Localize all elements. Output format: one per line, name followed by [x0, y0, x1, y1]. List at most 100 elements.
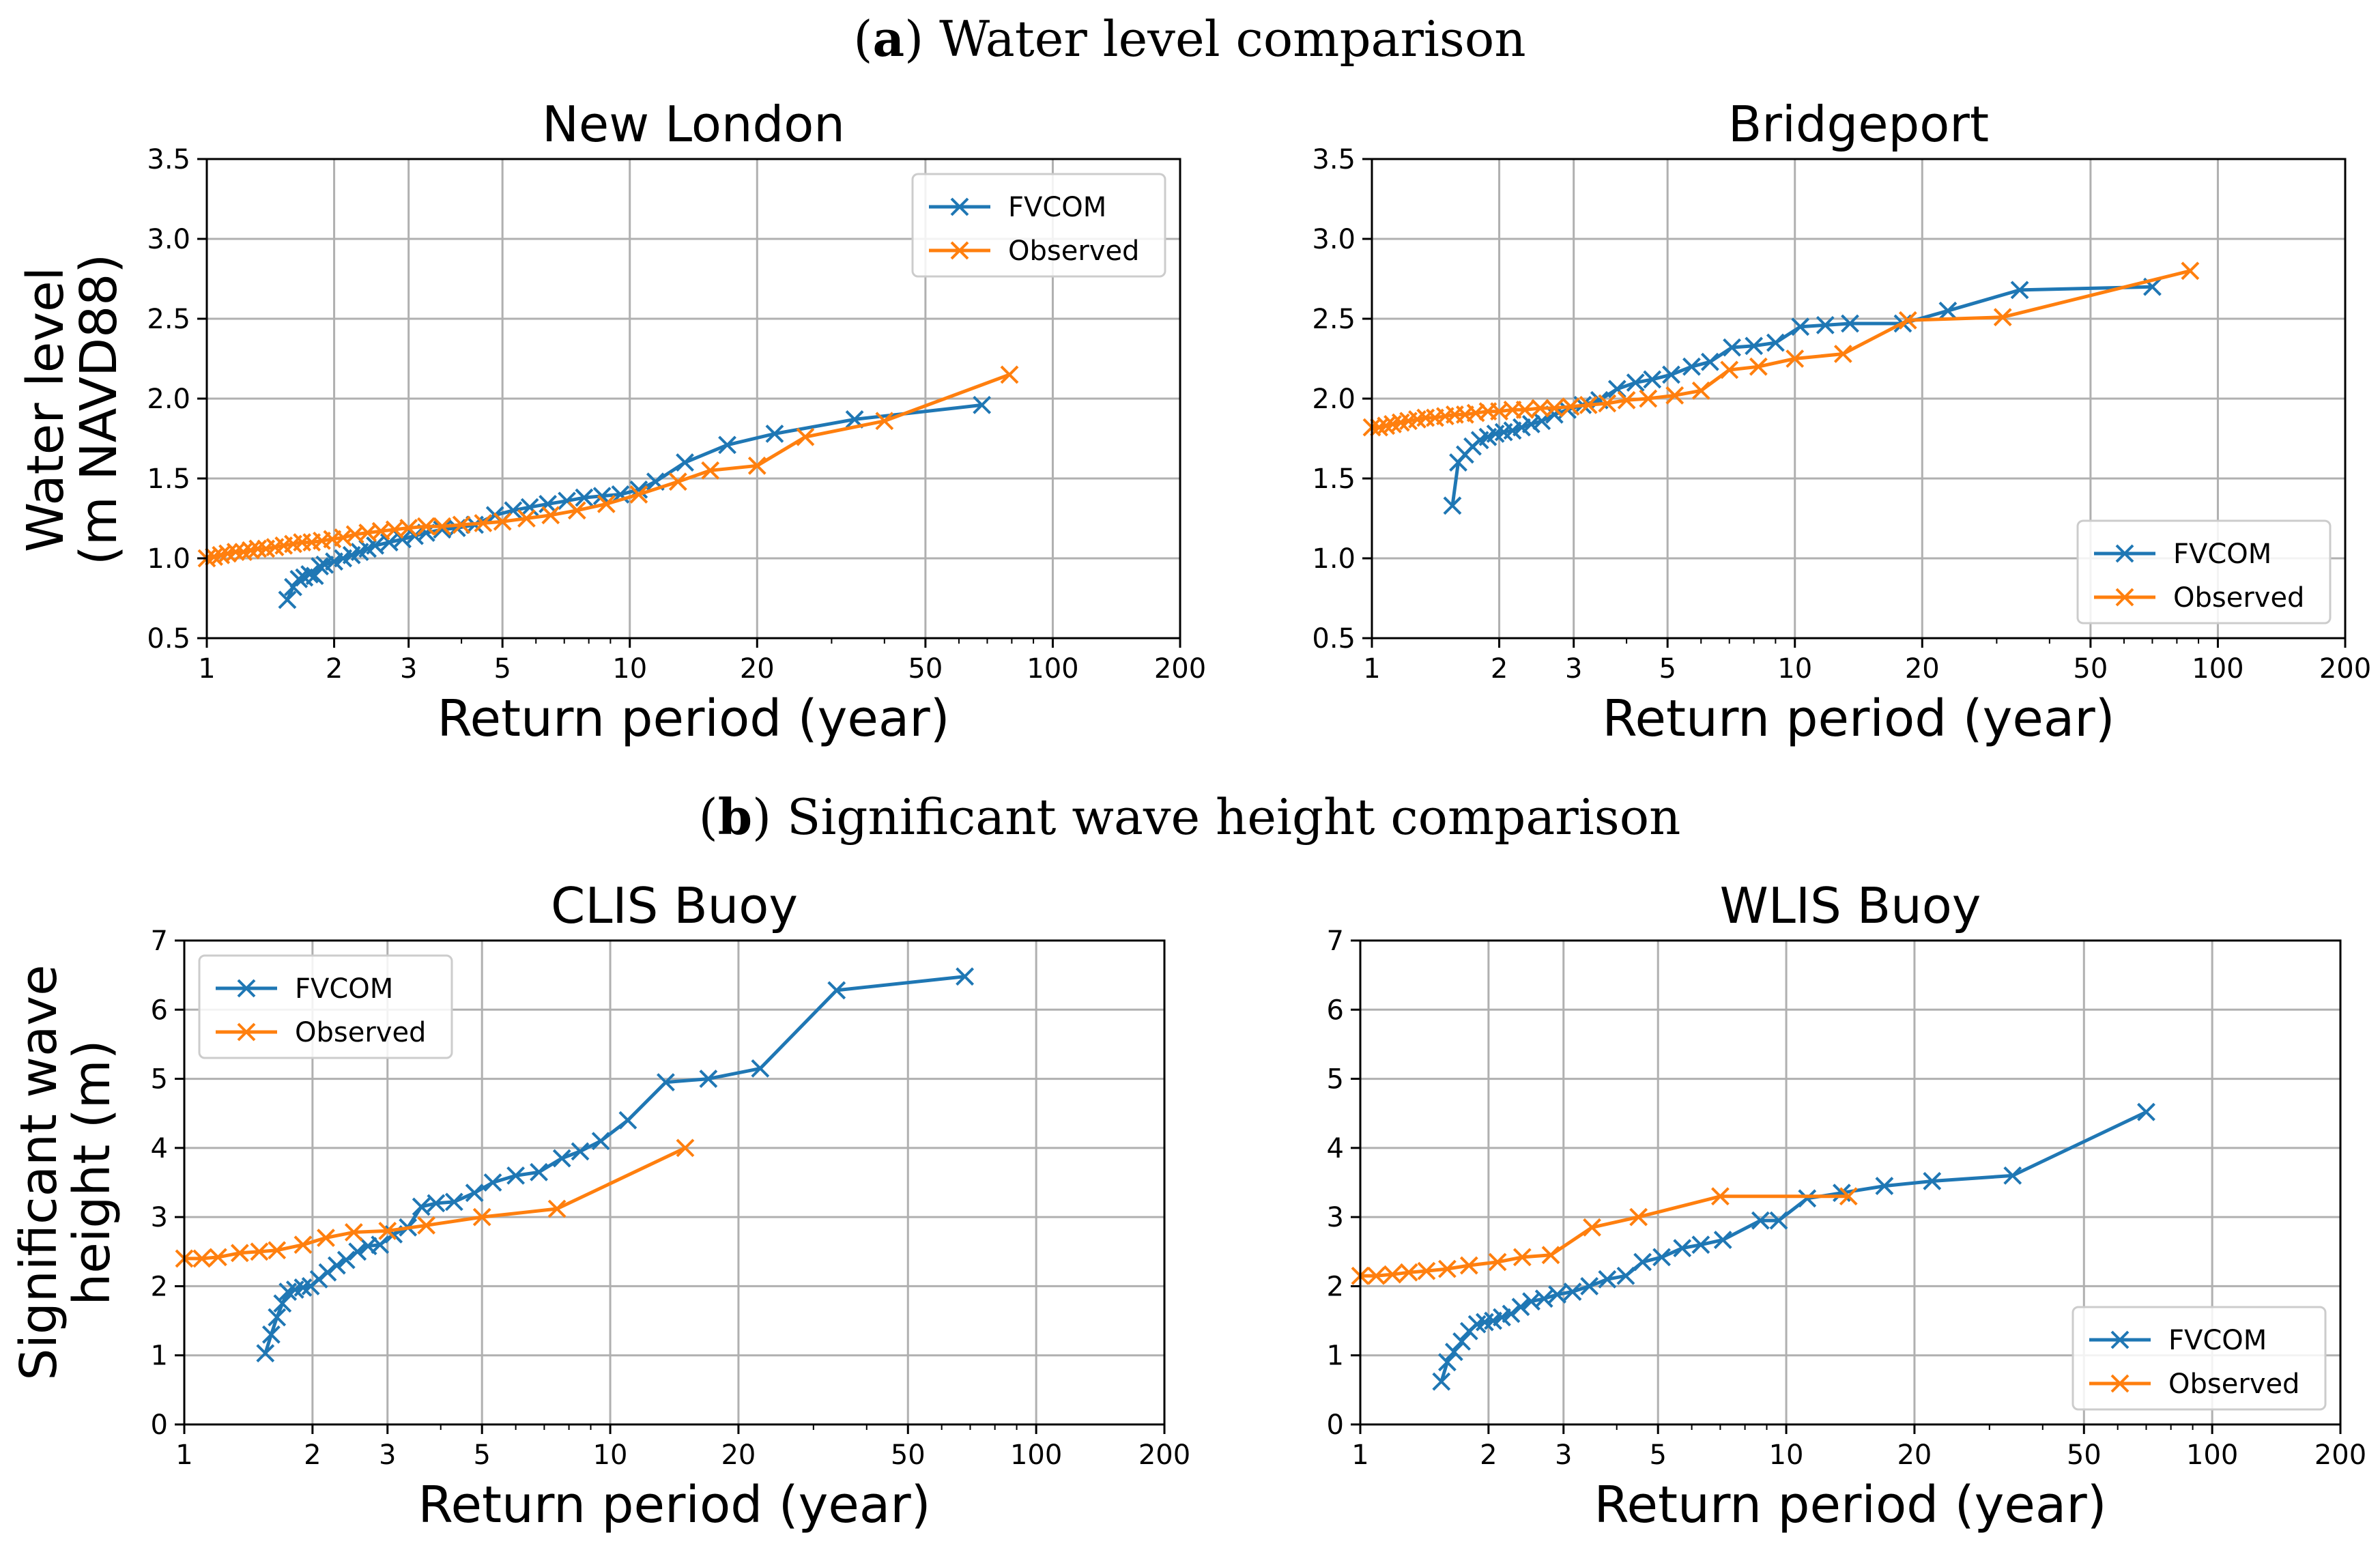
data-point-fvcom [1875, 1177, 1894, 1195]
y-tick-label: 2 [1327, 1271, 1344, 1302]
section-letter-b: b [718, 788, 752, 846]
data-point-observed [268, 1241, 287, 1260]
x-tick-label: 1 [198, 653, 215, 685]
data-point-observed [517, 509, 536, 528]
x-axis-label: Return period (year) [1594, 1476, 2106, 1534]
data-point-observed [1383, 1265, 1402, 1284]
legend-marker-observed [2115, 588, 2134, 607]
y-tick-label: 3.5 [147, 144, 190, 175]
x-tick-label: 2 [326, 653, 343, 685]
data-point-fvcom [311, 557, 329, 576]
x-tick-label: 2 [1491, 653, 1508, 685]
x-tick-label: 3 [379, 1439, 396, 1471]
data-point-fvcom [2137, 1102, 2155, 1121]
x-tick-label: 200 [1154, 653, 1206, 685]
legend: FVCOM Observed [2071, 1306, 2327, 1411]
legend-label-observed: Observed [2173, 582, 2304, 614]
x-tick-label: 1 [175, 1439, 192, 1471]
x-tick-label: 50 [891, 1439, 926, 1471]
chart-new-london: 1 2 3 5 10 20 50 100 200 0.5 1.0 1.5 2.0 2.5 3.0 3.5 New… [147, 96, 1206, 748]
legend-marker-fvcom [2115, 544, 2134, 563]
data-point-fvcom [506, 1166, 526, 1185]
data-point-observed [1399, 1263, 1418, 1282]
data-point-observed [1839, 1187, 1858, 1206]
data-point-observed [317, 1229, 335, 1247]
data-point-fvcom [427, 1194, 446, 1213]
y-tick-label: 1.5 [1312, 463, 1356, 495]
y-tick-label: 2.5 [1312, 304, 1356, 335]
data-point-observed [1561, 397, 1580, 416]
x-axis-label: Return period (year) [1602, 689, 2114, 748]
data-point-observed [230, 1244, 249, 1263]
data-point-fvcom [1766, 333, 1785, 352]
data-point-fvcom [1443, 496, 1462, 515]
data-point-observed [1545, 399, 1564, 418]
x-tick-label: 20 [1905, 653, 1940, 685]
x-tick-label: 50 [2067, 1439, 2102, 1471]
data-point-fvcom [1938, 301, 1958, 320]
data-point-observed [433, 517, 452, 536]
data-point-observed [493, 512, 512, 531]
y-tick-label: 3.5 [1312, 144, 1356, 175]
x-tick-label: 10 [612, 653, 647, 685]
data-point-fvcom [1633, 1252, 1652, 1272]
y-tick-label: 0.5 [147, 623, 190, 655]
y-tick-label: 3 [151, 1202, 168, 1233]
data-point-observed [399, 519, 418, 537]
data-point-fvcom [718, 435, 736, 455]
x-tick-label: 5 [493, 653, 511, 685]
data-point-fvcom [1723, 338, 1741, 357]
data-point-fvcom [1816, 315, 1835, 334]
y-tick-label: 7 [151, 926, 168, 957]
x-tick-label: 2 [304, 1439, 321, 1471]
data-point-observed [567, 501, 586, 520]
legend-marker-observed [237, 1022, 256, 1042]
data-point-observed [416, 517, 435, 536]
x-tick-label: 20 [1897, 1439, 1932, 1471]
data-point-fvcom [539, 495, 558, 513]
data-point-observed [1786, 349, 1805, 368]
data-point-observed [1598, 394, 1617, 413]
legend-marker-fvcom [237, 979, 256, 998]
ylabel-water-level-line1: Water level [16, 267, 75, 552]
x-tick-label: 50 [2073, 653, 2108, 685]
legend: FVCOM Observed [198, 954, 453, 1059]
data-point-fvcom [371, 1235, 390, 1255]
y-tick-label: 0 [151, 1409, 168, 1441]
y-tick-label: 3 [1327, 1202, 1344, 1233]
chart-title: CLIS Buoy [551, 877, 798, 934]
section-text-a: Water level comparison [923, 10, 1525, 68]
data-point-fvcom [348, 1242, 367, 1261]
data-point-fvcom [1502, 1304, 1521, 1323]
series-line-fvcom [285, 403, 982, 601]
data-point-fvcom [1452, 1332, 1471, 1351]
data-point-observed [1531, 399, 1550, 418]
ylabel-wave-height-line2: height (m) [63, 1040, 121, 1305]
data-point-observed [293, 1235, 313, 1255]
y-tick-label: 1.0 [147, 543, 190, 575]
data-point-observed [676, 1138, 695, 1158]
x-tick-label: 1 [1363, 653, 1380, 685]
y-tick-label: 7 [1327, 926, 1344, 957]
data-point-fvcom [1437, 1353, 1457, 1372]
y-tick-label: 5 [151, 1064, 168, 1095]
data-point-fvcom [656, 1073, 675, 1092]
chart-title: New London [542, 96, 845, 153]
data-point-fvcom [1598, 1270, 1617, 1289]
data-point-fvcom [300, 564, 319, 584]
data-point-observed [417, 1216, 436, 1235]
series-line-observed [206, 373, 1010, 560]
data-point-observed [541, 506, 560, 525]
data-point-fvcom [591, 1132, 610, 1151]
x-tick-label: 200 [2319, 653, 2371, 685]
data-point-fvcom [1626, 373, 1645, 392]
data-point-observed [452, 515, 471, 534]
y-tick-label: 1 [1327, 1341, 1344, 1372]
ylabel-wave-height-line1: Significant wave [10, 964, 68, 1380]
series-line-fvcom [1439, 1110, 2147, 1382]
data-point-observed [248, 539, 268, 558]
data-point-fvcom [465, 1184, 484, 1203]
legend-label-observed: Observed [1008, 235, 1139, 267]
y-tick-label: 1.5 [147, 463, 190, 495]
